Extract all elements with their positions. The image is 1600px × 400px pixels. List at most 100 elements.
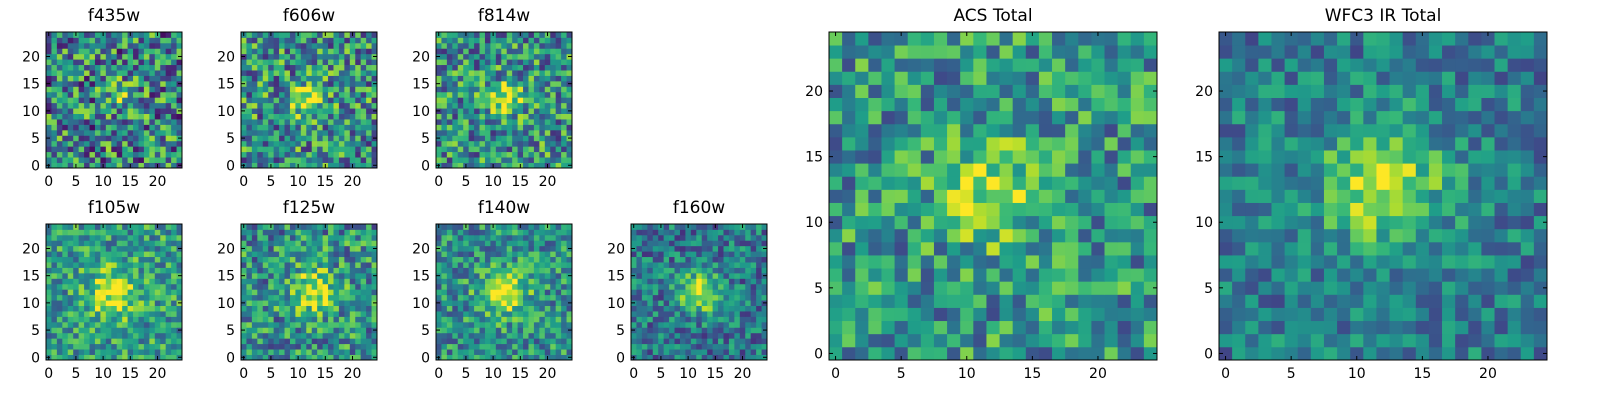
heatmap-cell	[366, 86, 372, 93]
heatmap-cell	[78, 102, 85, 109]
heatmap-cell	[51, 240, 58, 247]
heatmap-cell	[669, 240, 675, 247]
heatmap-cell	[311, 53, 318, 60]
heatmap-cell	[176, 294, 183, 301]
heatmap-cell	[631, 240, 637, 247]
heatmap-cell	[457, 86, 464, 93]
heatmap-cell	[920, 333, 935, 348]
heatmap-cell	[143, 283, 150, 290]
heatmap-cell	[133, 70, 139, 76]
heatmap-cell	[94, 42, 101, 49]
heatmap-cell	[268, 108, 275, 114]
heatmap-cell	[105, 113, 112, 120]
heatmap-cell	[100, 305, 107, 312]
heatmap-cell	[506, 283, 513, 290]
heatmap-cell	[349, 256, 356, 263]
heatmap-cell	[251, 289, 258, 296]
heatmap-cell	[855, 202, 869, 217]
heatmap-cell	[51, 245, 58, 252]
heatmap-cell	[338, 229, 345, 236]
heatmap-cell	[452, 332, 459, 339]
heatmap-cell	[100, 262, 107, 268]
heatmap-cell	[920, 346, 935, 361]
heatmap-cell	[1012, 228, 1027, 243]
heatmap-cell	[528, 278, 535, 285]
heatmap-cell	[360, 151, 367, 158]
heatmap-cell	[484, 53, 491, 60]
heatmap-cell	[349, 86, 356, 93]
heatmap-cell	[452, 294, 459, 301]
heatmap-cell	[306, 283, 313, 290]
heatmap-cell	[463, 294, 470, 301]
heatmap-cell	[257, 321, 264, 328]
heatmap-cell	[333, 229, 340, 236]
heatmap-cell	[446, 59, 453, 66]
y-tick-label: 10	[22, 104, 40, 120]
heatmap-cell	[960, 215, 974, 230]
heatmap-cell	[273, 338, 280, 345]
heatmap-cell	[289, 80, 296, 87]
heatmap-cell	[133, 64, 139, 71]
heatmap-cell	[457, 146, 464, 153]
x-tick-label: 20	[344, 174, 362, 190]
heatmap-cell	[631, 332, 637, 339]
heatmap-cell	[479, 59, 486, 66]
heatmap-cell	[84, 53, 90, 60]
heatmap-cell	[133, 135, 139, 142]
heatmap-cell	[94, 97, 101, 104]
heatmap-cell	[468, 32, 475, 38]
heatmap-cell	[344, 245, 351, 252]
heatmap-cell	[295, 278, 302, 285]
heatmap-cell	[674, 224, 681, 230]
heatmap-cell	[947, 189, 961, 203]
heatmap-cell	[84, 305, 90, 312]
heatmap-cell	[490, 80, 497, 87]
heatmap-cell	[566, 48, 573, 55]
heatmap-cell	[306, 80, 313, 87]
heatmap-cell	[289, 278, 296, 285]
heatmap-cell	[311, 97, 318, 104]
heatmap-cell	[273, 53, 280, 60]
heatmap-cell	[89, 108, 96, 114]
heatmap-cell	[116, 42, 123, 49]
heatmap-cell	[149, 262, 156, 268]
heatmap-cell	[894, 320, 909, 335]
heatmap-cell	[457, 251, 464, 258]
heatmap-cell	[452, 113, 459, 120]
heatmap-cell	[78, 48, 85, 55]
heatmap-cell	[149, 316, 156, 323]
heatmap-cell	[734, 272, 741, 279]
heatmap-cell	[539, 327, 546, 334]
heatmap-cell	[241, 278, 247, 285]
heatmap-cell	[685, 251, 692, 258]
heatmap-cell	[631, 278, 637, 285]
heatmap-cell	[707, 229, 713, 236]
heatmap-cell	[674, 283, 681, 290]
heatmap-cell	[317, 272, 323, 279]
heatmap-cell	[745, 240, 752, 247]
heatmap-cell	[62, 151, 69, 158]
x-tick-label: 0	[239, 174, 248, 190]
heatmap-cell	[512, 53, 518, 60]
heatmap-cell	[317, 321, 323, 328]
heatmap-cell	[257, 229, 264, 236]
heatmap-cell	[555, 146, 562, 153]
heatmap-cell	[920, 255, 935, 269]
heatmap-cell	[761, 321, 768, 328]
heatmap-cell	[73, 234, 80, 241]
heatmap-cell	[111, 289, 118, 296]
heatmap-cell	[718, 283, 724, 290]
heatmap-cell	[523, 343, 529, 350]
heatmap-cell	[51, 64, 58, 71]
heatmap-cell	[89, 316, 96, 323]
heatmap-cell	[51, 327, 58, 334]
heatmap-cell	[523, 140, 529, 147]
heatmap-cell	[306, 151, 313, 158]
heatmap-cell	[457, 283, 464, 290]
heatmap-cell	[333, 146, 340, 153]
heatmap-cell	[463, 157, 470, 163]
heatmap-cell	[1038, 228, 1053, 243]
heatmap-cell	[111, 256, 118, 263]
heatmap-cell	[133, 108, 139, 114]
heatmap-cell	[999, 307, 1014, 322]
